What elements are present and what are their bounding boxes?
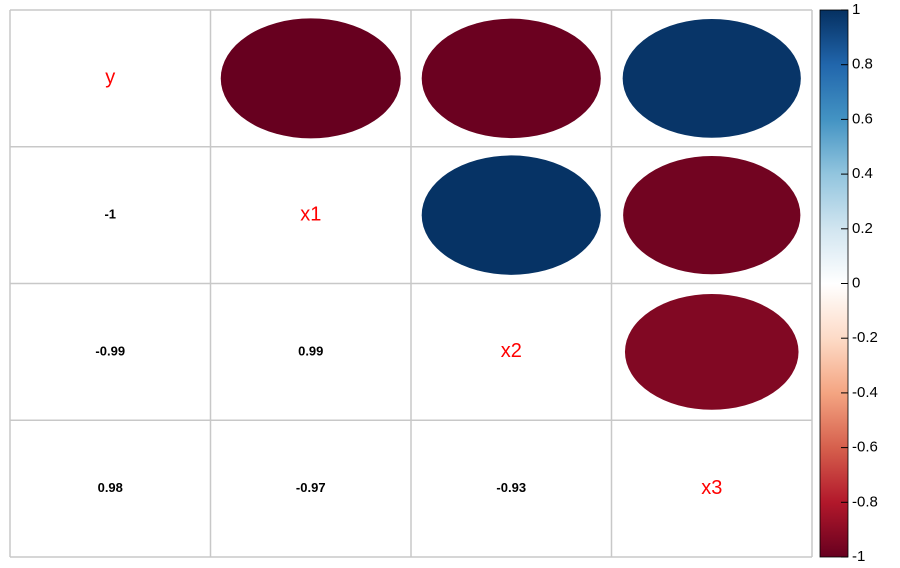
variable-label: x3 xyxy=(701,477,722,499)
colorbar-tick-label: -0.2 xyxy=(852,329,878,346)
correlation-circle xyxy=(220,18,401,139)
colorbar-tick-label: 0 xyxy=(852,274,860,291)
colorbar-tick-label: 0.8 xyxy=(852,56,873,73)
variable-label: x1 xyxy=(300,203,321,225)
correlation-circle xyxy=(624,294,799,410)
correlation-circle xyxy=(421,155,601,275)
colorbar-tick-label: 1 xyxy=(852,1,860,18)
correlation-circle xyxy=(622,18,801,138)
colorbar-tick-label: 0.2 xyxy=(852,220,873,237)
correlation-value: 0.98 xyxy=(98,480,123,495)
colorbar-tick-label: 0.6 xyxy=(852,110,873,127)
colorbar-tick-label: -1 xyxy=(852,548,865,565)
colorbar-tick-label: -0.4 xyxy=(852,384,878,401)
correlation-value: -1 xyxy=(104,207,116,222)
variable-label: y xyxy=(105,67,115,89)
correlation-value: -0.93 xyxy=(496,480,526,495)
correlation-circle xyxy=(623,156,801,275)
correlation-value: -0.97 xyxy=(296,480,326,495)
correlation-value: -0.99 xyxy=(95,343,125,358)
colorbar-tick-label: -0.6 xyxy=(852,439,878,456)
variable-label: x2 xyxy=(501,340,522,362)
correlation-value: 0.99 xyxy=(298,343,323,358)
colorbar-tick-label: 0.4 xyxy=(852,165,873,182)
correlation-circle xyxy=(421,18,601,139)
colorbar-tick-label: -0.8 xyxy=(852,493,878,510)
